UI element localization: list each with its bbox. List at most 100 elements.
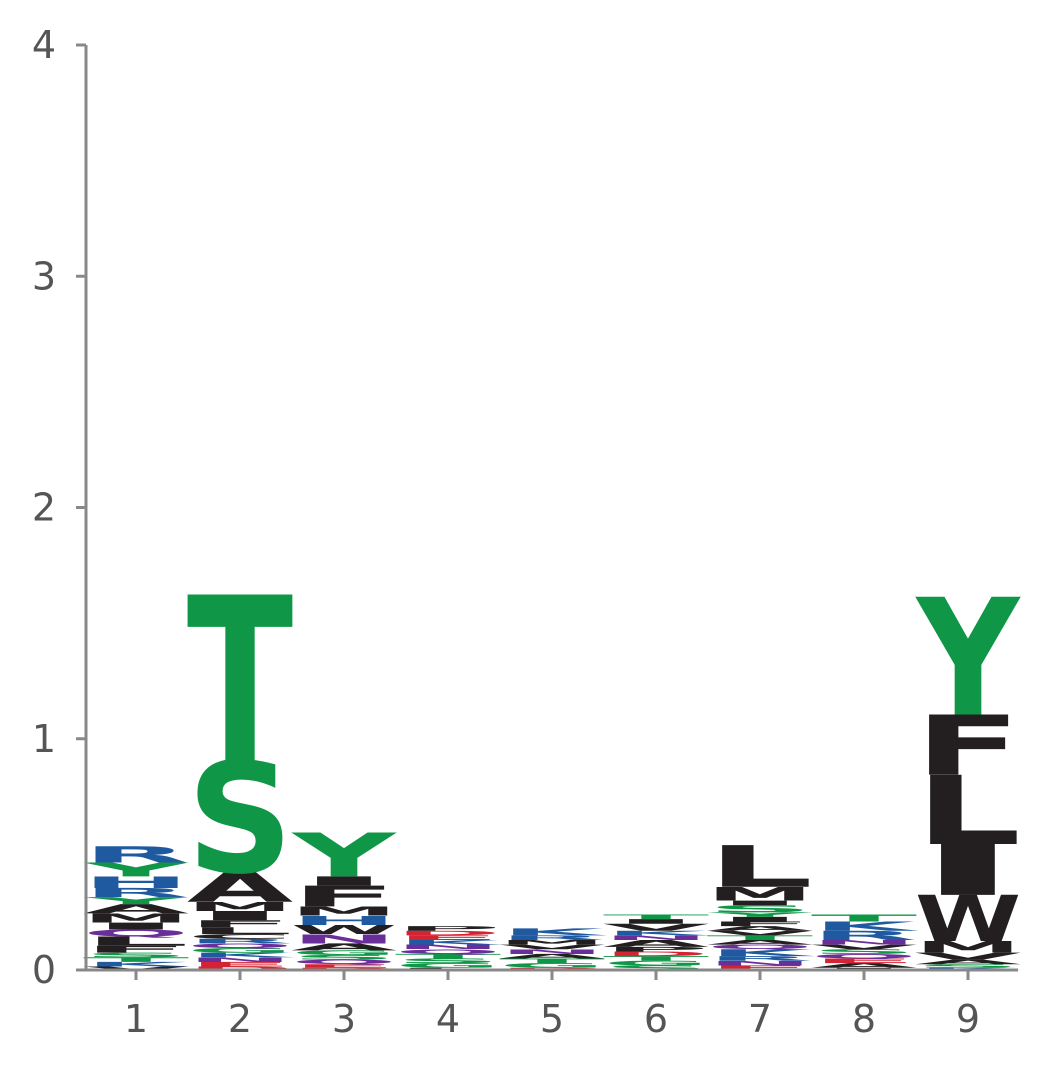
- logo-letter-pos3-Y: Y: [290, 821, 397, 891]
- logo-letter-pos3-W: W: [291, 923, 397, 938]
- logo-letter-pos4-P: P: [395, 925, 501, 932]
- logo-letter-pos6-V: V: [603, 922, 709, 933]
- logo-letter-pos9-F: F: [915, 699, 1021, 795]
- logo-letter-pos7-V: V: [707, 929, 813, 936]
- logo-letter-pos7-N: N: [707, 960, 813, 967]
- logo-letter-pos2-F: F: [187, 919, 293, 930]
- logo-letter-pos7-A: A: [707, 939, 813, 946]
- logo-letter-pos6-N: N: [603, 934, 709, 941]
- logo-letters: VKTSFLQIMAYRHYRDENKGQRCLFIMASTDEQSGANWHM…: [83, 551, 1023, 972]
- logo-letter-pos8-A: A: [811, 962, 917, 969]
- logo-letter-pos9-Y: Y: [915, 565, 1021, 753]
- logo-letter-pos2-S: S: [187, 732, 293, 909]
- logo-letter-pos1-F: F: [83, 944, 189, 955]
- logo-letter-pos2-L: L: [187, 925, 293, 936]
- logo-letter-pos5-M: M: [499, 939, 605, 946]
- x-tick-label: 6: [644, 997, 668, 1041]
- logo-letter-pos1-L: L: [83, 934, 189, 949]
- logo-letter-pos1-T: T: [83, 956, 189, 963]
- logo-letter-pos6-T: T: [603, 913, 709, 920]
- logo-letter-pos3-H: H: [291, 913, 397, 928]
- logo-letter-pos7-F: F: [707, 920, 813, 927]
- logo-letter-pos1-A: A: [83, 902, 190, 917]
- logo-letter-pos2-G: G: [187, 947, 293, 954]
- logo-letter-pos9-S: S: [915, 963, 1021, 969]
- logo-letter-pos8-V: V: [811, 943, 917, 950]
- logo-letter-pos5-K: K: [501, 927, 607, 938]
- x-tick-label: 9: [956, 997, 980, 1041]
- logo-letter-pos9-V: V: [915, 951, 1021, 962]
- logo-letter-pos6-S: S: [603, 964, 709, 971]
- logo-letter-pos8-T: T: [811, 913, 917, 924]
- logo-letter-pos5-R: R: [499, 934, 605, 941]
- y-tick-label: 2: [32, 486, 56, 530]
- logo-letter-pos5-N: N: [499, 948, 605, 955]
- logo-letter-pos4-E: E: [395, 934, 501, 941]
- logo-letter-pos3-M: M: [291, 904, 397, 919]
- logo-letter-pos4-G: G: [395, 962, 501, 969]
- logo-letter-pos2-K: K: [189, 951, 295, 958]
- logo-letter-pos2-N: N: [187, 956, 293, 963]
- logo-letter-pos6-I: I: [603, 918, 709, 925]
- x-tick-label: 4: [436, 997, 460, 1041]
- logo-letter-pos5-G: G: [499, 962, 605, 969]
- x-tick-label: 8: [852, 997, 876, 1041]
- logo-letter-pos2-C: C: [187, 933, 293, 940]
- logo-letter-pos3-F: F: [291, 880, 397, 913]
- logo-letter-pos6-G: G: [603, 960, 709, 967]
- x-tick-label: 2: [228, 997, 252, 1041]
- logo-letter-pos7-A: A: [707, 925, 813, 932]
- logo-letter-pos4-T: T: [395, 953, 501, 960]
- logo-letter-pos1-V: V: [83, 966, 189, 972]
- logo-letter-pos7-R: R: [707, 955, 813, 962]
- logo-letter-pos4-Q: Q: [395, 948, 501, 955]
- logo-letter-pos9-A: A: [915, 958, 1021, 965]
- logo-letter-pos2-M: M: [187, 899, 293, 914]
- axes: 0 1 2 3 4 1 2 3 4 5 6 7 8 9: [32, 23, 1018, 1041]
- logo-letter-pos2-R: R: [187, 938, 293, 945]
- logo-letter-pos3-E: E: [291, 963, 397, 969]
- logo-letter-pos8-N: N: [811, 939, 917, 946]
- logo-letter-pos1-Y: Y: [83, 895, 189, 906]
- logo-letter-pos1-Y: Y: [83, 859, 190, 881]
- logo-letter-pos2-I: I: [187, 909, 293, 924]
- x-tick-label: 3: [332, 997, 356, 1041]
- logo-letter-pos1-Q: Q: [83, 928, 189, 939]
- logo-letter-pos7-K: K: [709, 947, 815, 958]
- logo-letter-pos2-Q: Q: [187, 942, 293, 949]
- logo-letter-pos9-L: L: [915, 757, 1021, 868]
- logo-letter-pos4-K: K: [397, 939, 503, 946]
- logo-letter-pos4-D: D: [395, 930, 501, 937]
- logo-letter-pos8-K: K: [813, 919, 920, 934]
- logo-letter-pos7-M: M: [707, 883, 813, 905]
- x-tick-label: 5: [540, 997, 564, 1041]
- logo-letter-pos1-R: R: [83, 842, 189, 868]
- logo-letter-pos6-K: K: [605, 929, 711, 936]
- logo-letter-pos8-S: S: [811, 948, 917, 955]
- logo-letter-pos7-L: L: [707, 834, 813, 900]
- logo-letter-pos7-S: S: [707, 903, 813, 914]
- logo-letter-pos6-T: T: [603, 955, 709, 962]
- logo-letter-pos3-A: A: [291, 942, 397, 953]
- logo-letter-pos7-E: E: [707, 964, 813, 971]
- logo-letter-pos1-R: R: [83, 886, 189, 901]
- logo-letter-pos6-D: D: [603, 950, 709, 957]
- logo-letter-pos8-R: R: [811, 928, 917, 943]
- logo-letter-pos3-S: S: [291, 954, 397, 961]
- y-tick-label: 3: [32, 254, 56, 298]
- logo-letter-pos5-A: A: [499, 953, 605, 960]
- logo-letter-pos9-M: M: [915, 938, 1021, 956]
- logo-letter-pos7-I: I: [707, 899, 813, 906]
- logo-letter-pos2-T: T: [187, 551, 293, 816]
- logo-letter-pos7-Q: Q: [707, 943, 813, 950]
- logo-letter-pos6-A: A: [603, 938, 709, 949]
- x-tick-label: 1: [124, 997, 148, 1041]
- y-tick-label: 0: [32, 948, 56, 992]
- logo-letter-pos7-T: T: [707, 934, 813, 941]
- logo-letter-pos8-Q: Q: [811, 953, 917, 960]
- logo-letter-pos4-N: N: [395, 943, 501, 950]
- logo-letter-pos3-N: N: [291, 932, 397, 947]
- logo-letter-pos1-H: H: [83, 873, 189, 891]
- x-tick-label: 7: [748, 997, 772, 1041]
- logo-letter-pos5-T: T: [499, 957, 605, 964]
